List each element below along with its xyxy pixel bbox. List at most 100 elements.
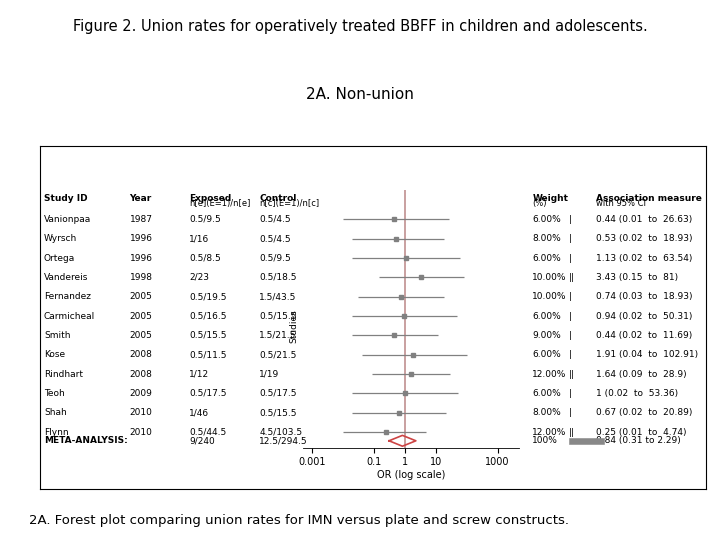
Text: 0.5/21.5: 0.5/21.5 — [259, 350, 297, 359]
Text: |: | — [569, 408, 572, 417]
Text: Wyrsch: Wyrsch — [44, 234, 77, 243]
Text: |: | — [569, 215, 572, 224]
Text: |: | — [569, 350, 572, 359]
X-axis label: OR (log scale): OR (log scale) — [377, 470, 445, 480]
Text: 2005: 2005 — [130, 292, 153, 301]
Text: 1996: 1996 — [130, 254, 153, 262]
Text: 0.94 (0.02  to  50.31): 0.94 (0.02 to 50.31) — [595, 312, 692, 321]
Text: 6.00%: 6.00% — [533, 350, 561, 359]
Text: 3.43 (0.15  to  81): 3.43 (0.15 to 81) — [595, 273, 678, 282]
Text: |: | — [569, 234, 572, 243]
Text: 6.00%: 6.00% — [533, 312, 561, 321]
Text: with 95% CI: with 95% CI — [595, 199, 646, 208]
Text: 4.5/103.5: 4.5/103.5 — [259, 428, 302, 436]
Text: 0.44 (0.01  to  26.63): 0.44 (0.01 to 26.63) — [595, 215, 692, 224]
Text: 1996: 1996 — [130, 234, 153, 243]
Text: Vanionpaa: Vanionpaa — [44, 215, 91, 224]
Text: 0.5/17.5: 0.5/17.5 — [189, 389, 227, 398]
Text: 9.00%: 9.00% — [533, 331, 561, 340]
Text: 0.5/9.5: 0.5/9.5 — [259, 254, 291, 262]
Text: 2010: 2010 — [130, 428, 153, 436]
Text: 0.53 (0.02  to  18.93): 0.53 (0.02 to 18.93) — [595, 234, 692, 243]
Text: Exposed: Exposed — [189, 194, 232, 202]
Text: Figure 2. Union rates for operatively treated BBFF in children and adolescents.: Figure 2. Union rates for operatively tr… — [73, 19, 647, 34]
Text: 8.00%: 8.00% — [533, 234, 561, 243]
Text: 0.5/4.5: 0.5/4.5 — [259, 215, 291, 224]
Text: 12.5/294.5: 12.5/294.5 — [259, 436, 308, 446]
Text: 0.5/9.5: 0.5/9.5 — [189, 215, 221, 224]
Text: 0.25 (0.01  to  4.74): 0.25 (0.01 to 4.74) — [595, 428, 686, 436]
Text: |: | — [569, 331, 572, 340]
Text: 100%: 100% — [533, 436, 558, 446]
Text: Carmicheal: Carmicheal — [44, 312, 95, 321]
Text: Year: Year — [130, 194, 152, 202]
Text: 2/23: 2/23 — [189, 273, 210, 282]
Text: (%): (%) — [533, 199, 547, 208]
Text: 0.5/19.5: 0.5/19.5 — [189, 292, 227, 301]
Text: 1998: 1998 — [130, 273, 153, 282]
Text: 6.00%: 6.00% — [533, 254, 561, 262]
Text: 1.5/43.5: 1.5/43.5 — [259, 292, 297, 301]
Text: |: | — [569, 389, 572, 398]
Text: 0.5/44.5: 0.5/44.5 — [189, 428, 227, 436]
Text: 0.44 (0.02  to  11.69): 0.44 (0.02 to 11.69) — [595, 331, 692, 340]
Text: Shah: Shah — [44, 408, 67, 417]
Bar — [569, 438, 603, 444]
Text: 2008: 2008 — [130, 369, 153, 379]
Text: 0.5/16.5: 0.5/16.5 — [189, 312, 227, 321]
Text: Kose: Kose — [44, 350, 65, 359]
Text: 2009: 2009 — [130, 389, 153, 398]
Text: 0.84 (0.31 to 2.29): 0.84 (0.31 to 2.29) — [595, 436, 680, 446]
Text: Study ID: Study ID — [44, 194, 88, 202]
Text: 1 (0.02  to  53.36): 1 (0.02 to 53.36) — [595, 389, 678, 398]
Text: |: | — [569, 292, 572, 301]
Text: ||: || — [569, 273, 575, 282]
Text: 0.5/8.5: 0.5/8.5 — [189, 254, 221, 262]
Text: 2005: 2005 — [130, 331, 153, 340]
Text: Smith: Smith — [44, 331, 71, 340]
Text: 1.5/21.5: 1.5/21.5 — [259, 331, 297, 340]
Text: |: | — [569, 254, 572, 262]
Text: Control: Control — [259, 194, 297, 202]
Text: 2010: 2010 — [130, 408, 153, 417]
Text: Vandereis: Vandereis — [44, 273, 89, 282]
Text: 0.5/15.5: 0.5/15.5 — [259, 312, 297, 321]
Text: 1/16: 1/16 — [189, 234, 210, 243]
Text: 2A. Non-union: 2A. Non-union — [306, 87, 414, 102]
Text: 6.00%: 6.00% — [533, 215, 561, 224]
Text: Ortega: Ortega — [44, 254, 75, 262]
Text: 0.5/15.5: 0.5/15.5 — [259, 408, 297, 417]
Text: 6.00%: 6.00% — [533, 389, 561, 398]
Text: 12.00%: 12.00% — [533, 428, 567, 436]
Text: 1/46: 1/46 — [189, 408, 210, 417]
Text: 0.5/4.5: 0.5/4.5 — [259, 234, 291, 243]
Text: n[c](E=1)/n[c]: n[c](E=1)/n[c] — [259, 199, 320, 208]
Text: Fernandez: Fernandez — [44, 292, 91, 301]
Text: 2A. Forest plot comparing union rates for IMN versus plate and screw constructs.: 2A. Forest plot comparing union rates fo… — [29, 514, 569, 527]
Text: 1.64 (0.09  to  28.9): 1.64 (0.09 to 28.9) — [595, 369, 686, 379]
Text: 0.5/18.5: 0.5/18.5 — [259, 273, 297, 282]
Text: Teoh: Teoh — [44, 389, 65, 398]
Text: 0.5/15.5: 0.5/15.5 — [189, 331, 227, 340]
Text: 10.00%: 10.00% — [533, 273, 567, 282]
Text: 0.67 (0.02  to  20.89): 0.67 (0.02 to 20.89) — [595, 408, 692, 417]
Text: Flynn: Flynn — [44, 428, 68, 436]
Text: n[e](E=1)/n[e]: n[e](E=1)/n[e] — [189, 199, 251, 208]
Text: |: | — [569, 312, 572, 321]
Text: ||: || — [569, 428, 575, 436]
Text: 1/12: 1/12 — [189, 369, 210, 379]
Text: Association measure: Association measure — [595, 194, 701, 202]
Text: 10.00%: 10.00% — [533, 292, 567, 301]
Text: 0.5/17.5: 0.5/17.5 — [259, 389, 297, 398]
Text: 1.91 (0.04  to  102.91): 1.91 (0.04 to 102.91) — [595, 350, 698, 359]
Text: 9/240: 9/240 — [189, 436, 215, 446]
Text: ||: || — [569, 369, 575, 379]
Text: 2008: 2008 — [130, 350, 153, 359]
Text: META-ANALYSIS:: META-ANALYSIS: — [44, 436, 127, 446]
Text: Rindhart: Rindhart — [44, 369, 83, 379]
Text: 0.74 (0.03  to  18.93): 0.74 (0.03 to 18.93) — [595, 292, 692, 301]
Text: 8.00%: 8.00% — [533, 408, 561, 417]
Text: 1987: 1987 — [130, 215, 153, 224]
Text: 0.5/11.5: 0.5/11.5 — [189, 350, 227, 359]
Text: 1.13 (0.02  to  63.54): 1.13 (0.02 to 63.54) — [595, 254, 692, 262]
